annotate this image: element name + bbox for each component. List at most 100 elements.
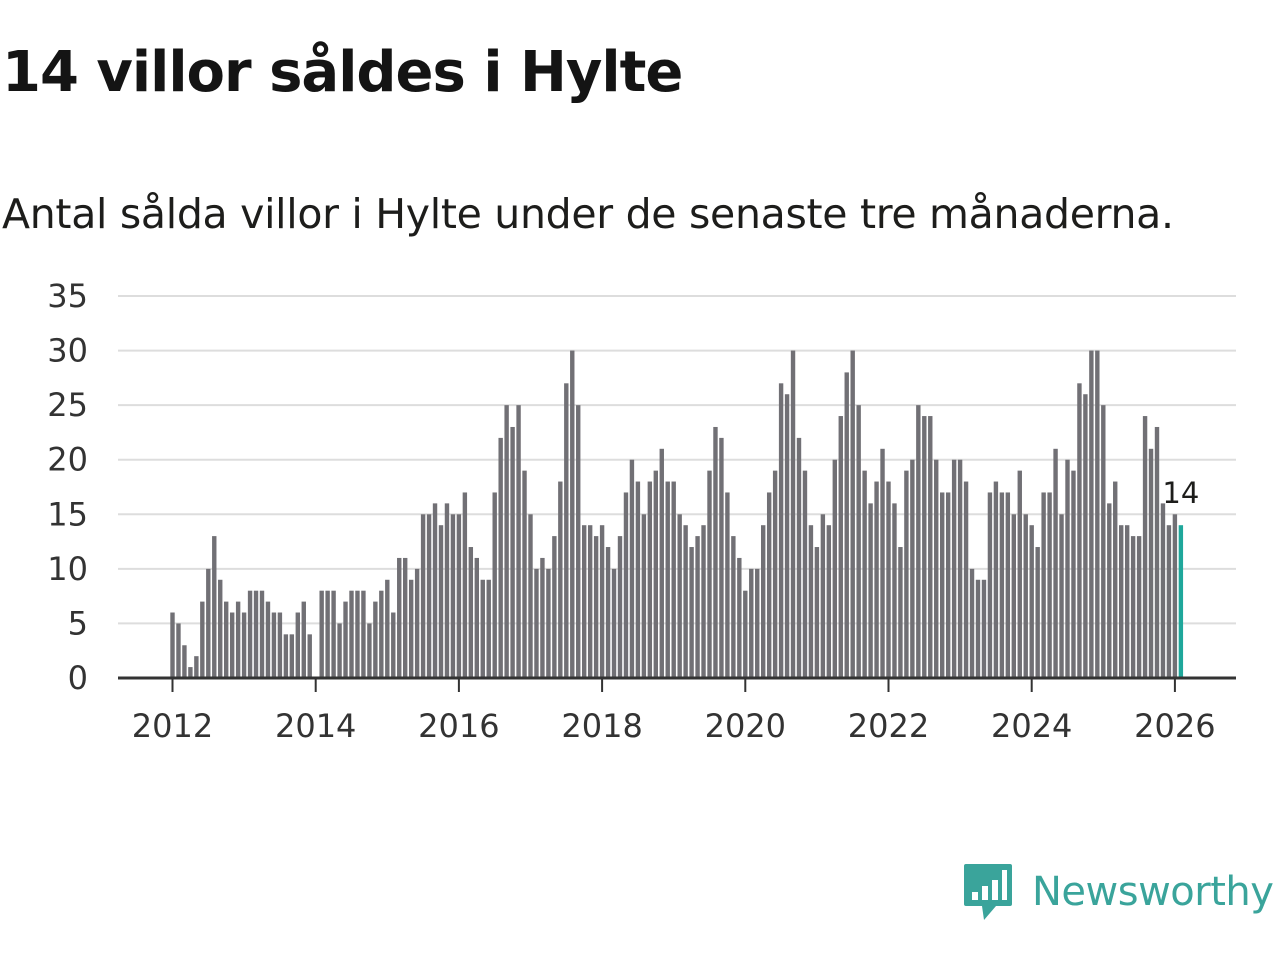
bar xyxy=(271,612,277,678)
bar xyxy=(1083,394,1088,678)
bar xyxy=(677,514,682,678)
bar xyxy=(1113,481,1118,678)
chart-title: 14 villor såldes i Hylte xyxy=(2,40,683,105)
bar xyxy=(361,590,366,678)
y-tick-label: 5 xyxy=(68,604,88,642)
bar xyxy=(629,459,635,678)
bar xyxy=(922,416,927,678)
bar xyxy=(170,612,175,678)
bar xyxy=(462,492,468,678)
bar xyxy=(241,612,247,678)
bar xyxy=(289,634,295,678)
bar xyxy=(761,525,766,678)
bar xyxy=(450,514,456,678)
bar xyxy=(898,547,903,678)
bar xyxy=(1011,514,1016,678)
bar xyxy=(1029,525,1034,678)
bar xyxy=(1160,503,1166,678)
bar xyxy=(343,601,348,678)
bar xyxy=(665,481,670,678)
bar xyxy=(420,514,426,678)
bar xyxy=(766,492,772,678)
bar xyxy=(546,568,551,678)
grid-lines xyxy=(118,295,1236,625)
bar xyxy=(247,590,253,678)
bar xyxy=(337,623,342,678)
bar xyxy=(611,568,617,678)
bar xyxy=(695,536,700,678)
y-tick-label: 25 xyxy=(47,386,88,424)
bar xyxy=(802,470,808,678)
bar xyxy=(617,536,623,678)
bar xyxy=(850,350,855,678)
bar xyxy=(1059,514,1064,678)
bar xyxy=(373,601,378,678)
bar xyxy=(635,481,641,678)
bar xyxy=(1119,525,1124,678)
y-tick-label: 15 xyxy=(47,495,88,533)
bar xyxy=(653,470,658,678)
bar xyxy=(426,514,432,678)
x-tick-label: 2020 xyxy=(705,707,786,740)
bar xyxy=(963,481,969,678)
bar xyxy=(945,492,951,678)
bar xyxy=(993,481,999,678)
bar xyxy=(253,590,259,678)
x-tick-label: 2016 xyxy=(418,707,499,740)
highlighted-bar xyxy=(1178,525,1184,678)
bar xyxy=(528,514,533,678)
bar xyxy=(874,481,879,678)
bar xyxy=(1124,525,1130,678)
bar xyxy=(623,492,629,678)
bar xyxy=(707,470,712,678)
bar xyxy=(367,623,372,678)
x-tick-label: 2018 xyxy=(561,707,642,740)
bar xyxy=(778,383,784,678)
bar xyxy=(379,590,384,678)
bar xyxy=(582,525,587,678)
x-tick-label: 2012 xyxy=(132,707,213,740)
bar xyxy=(235,601,241,678)
bar xyxy=(1107,503,1112,678)
bar xyxy=(301,601,306,678)
bar xyxy=(444,503,450,678)
bar xyxy=(772,470,778,678)
x-tick-label: 2024 xyxy=(991,707,1072,740)
bar xyxy=(987,492,993,678)
bar xyxy=(1154,426,1160,678)
bar xyxy=(826,525,832,678)
bar xyxy=(1101,405,1106,678)
bar xyxy=(325,590,330,678)
bar xyxy=(1130,536,1136,678)
annotations: 14 xyxy=(1162,476,1199,510)
bar xyxy=(218,579,223,678)
newsworthy-logo-icon xyxy=(964,864,1012,920)
y-axis-ticks: 0 5 10 15 20 25 30 35 xyxy=(47,277,88,697)
bar xyxy=(438,525,444,678)
bar xyxy=(1172,514,1178,678)
bar xyxy=(719,437,724,678)
bar xyxy=(349,590,354,678)
bar xyxy=(868,503,873,678)
bar xyxy=(283,634,289,678)
bar xyxy=(468,547,474,678)
bar xyxy=(689,547,694,678)
y-tick-label: 0 xyxy=(68,659,88,697)
bar xyxy=(951,459,957,678)
bar xyxy=(934,459,939,678)
bar xyxy=(492,492,497,678)
bars xyxy=(170,350,1184,678)
bar xyxy=(1041,492,1046,678)
brand[interactable]: Newsworthy xyxy=(962,862,1274,922)
bar xyxy=(319,590,324,678)
bar xyxy=(981,579,987,678)
x-axis-ticks: 2012 2014 2016 2018 2020 2022 2024 2026 xyxy=(118,676,1236,740)
bar xyxy=(862,470,867,678)
bar xyxy=(832,459,837,678)
bar xyxy=(1142,416,1148,678)
bar xyxy=(731,536,736,678)
bar xyxy=(892,503,897,678)
bar xyxy=(659,448,664,678)
bar xyxy=(910,459,915,678)
bar xyxy=(856,405,861,678)
